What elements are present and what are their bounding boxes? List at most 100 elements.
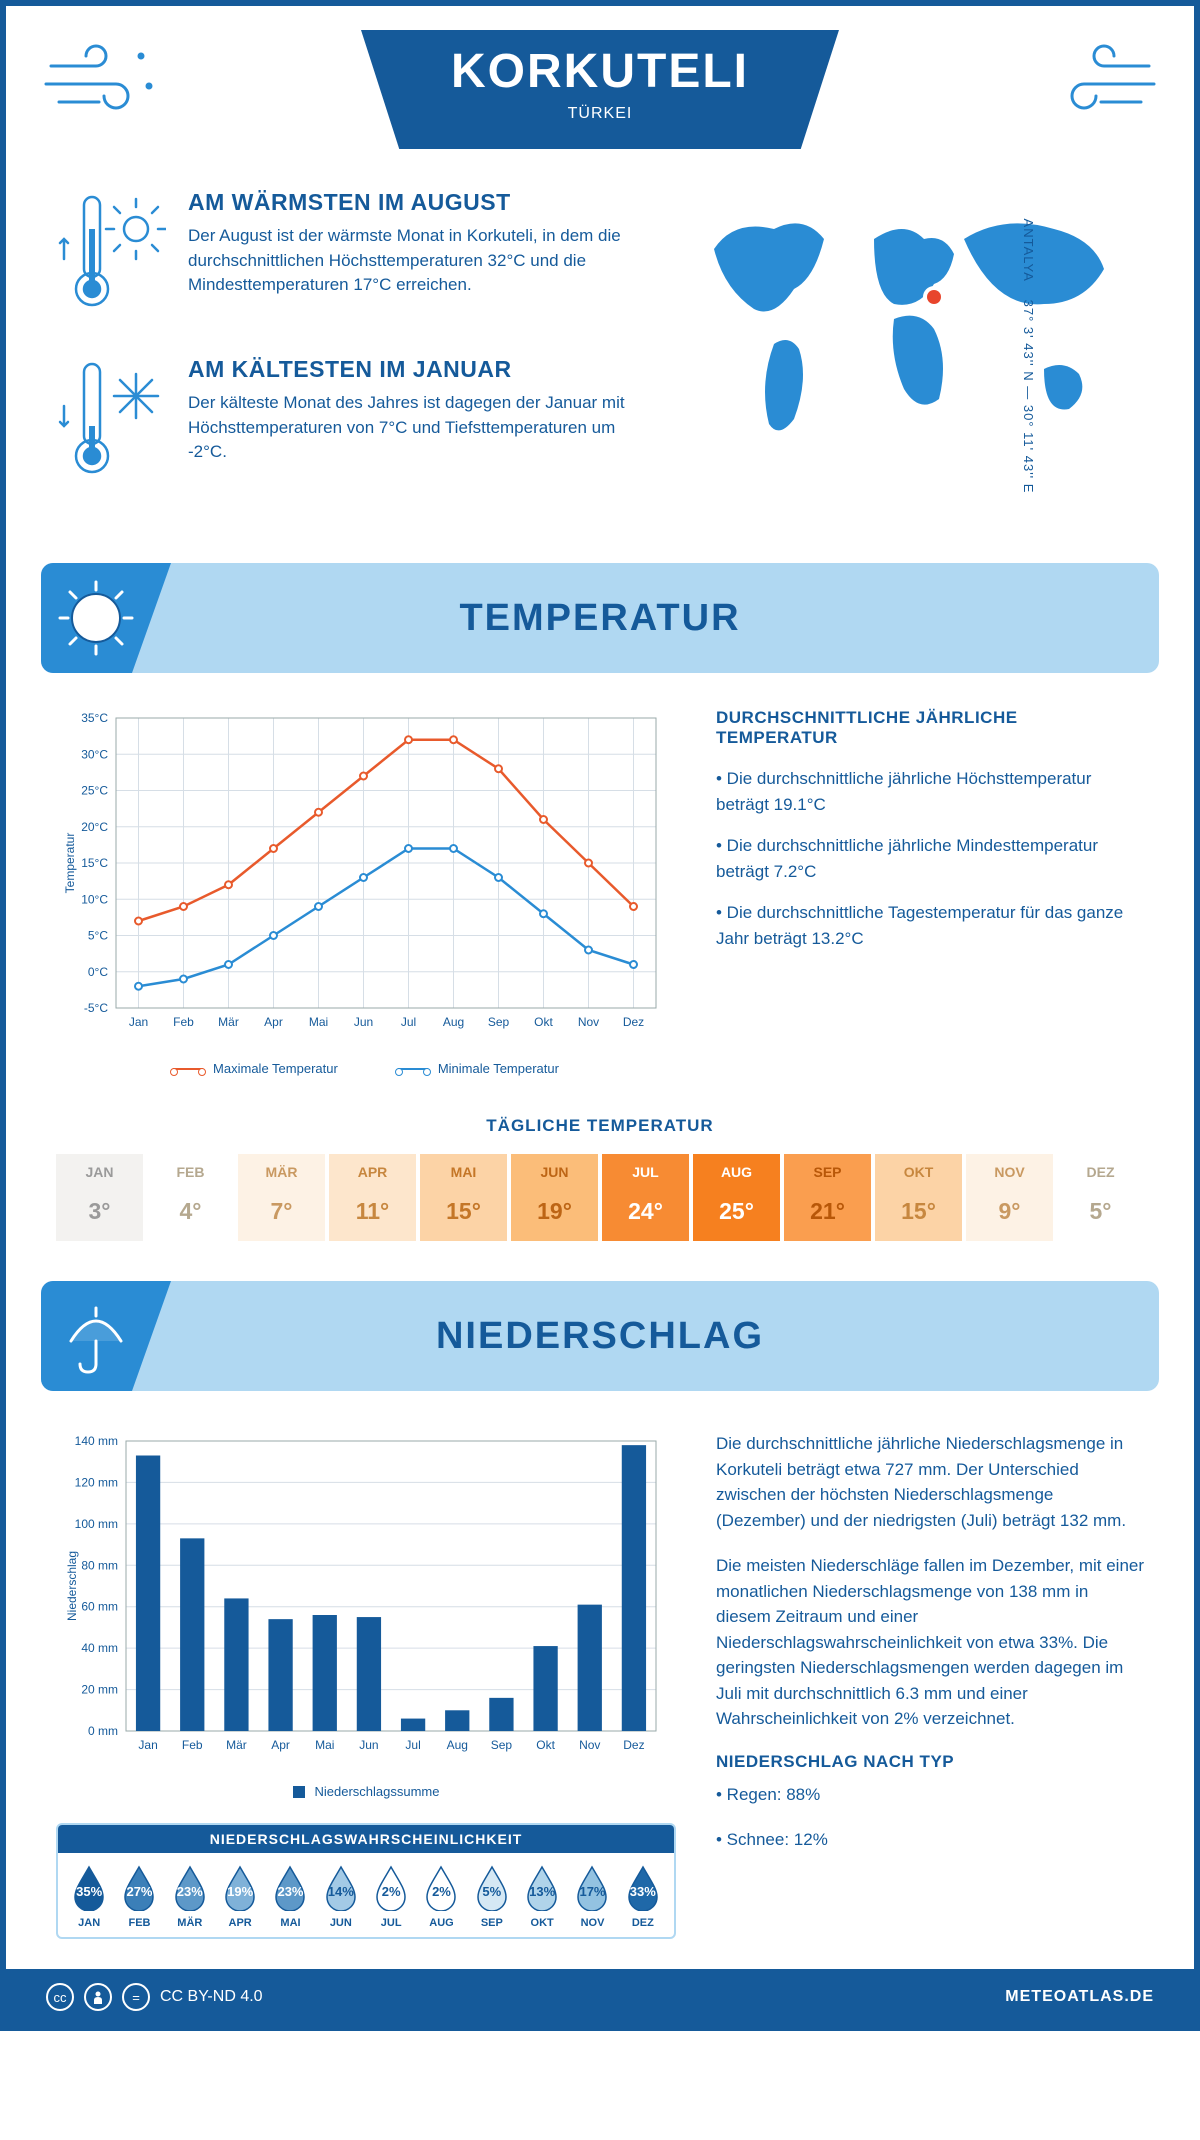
svg-text:Aug: Aug <box>447 1738 468 1752</box>
coordinates: ANTALYA 37° 3' 43'' N — 30° 11' 43'' E <box>1021 219 1036 494</box>
prob-cell: 27% FEB <box>114 1863 164 1929</box>
world-map: ANTALYA 37° 3' 43'' N — 30° 11' 43'' E <box>684 189 1144 523</box>
nd-icon: = <box>122 1983 150 2011</box>
svg-text:Jun: Jun <box>359 1738 378 1752</box>
title-banner: KORKUTELI TÜRKEI <box>361 30 839 149</box>
svg-text:60 mm: 60 mm <box>81 1600 118 1614</box>
prob-cell: 13% OKT <box>517 1863 567 1929</box>
daily-cell: MAI15° <box>420 1154 507 1241</box>
by-icon <box>84 1983 112 2011</box>
probability-box: NIEDERSCHLAGSWAHRSCHEINLICHKEIT 35% JAN … <box>56 1823 676 1939</box>
cc-icon: cc <box>46 1983 74 2011</box>
svg-text:Jul: Jul <box>405 1738 420 1752</box>
precip-type-title: NIEDERSCHLAG NACH TYP <box>716 1752 1144 1772</box>
svg-text:Jan: Jan <box>138 1738 157 1752</box>
probability-title: NIEDERSCHLAGSWAHRSCHEINLICHKEIT <box>58 1825 674 1853</box>
svg-text:Mai: Mai <box>309 1015 328 1029</box>
prob-cell: 23% MÄR <box>165 1863 215 1929</box>
svg-text:Feb: Feb <box>182 1738 203 1752</box>
precipitation-section-header: NIEDERSCHLAG <box>41 1281 1159 1391</box>
temperature-title: TEMPERATUR <box>459 597 740 640</box>
thermometer-cold-icon <box>56 356 166 491</box>
daily-temp-title: TÄGLICHE TEMPERATUR <box>6 1116 1194 1136</box>
prob-cell: 5% SEP <box>467 1863 517 1929</box>
warmest-text: Der August ist der wärmste Monat in Kork… <box>188 224 654 298</box>
svg-text:Apr: Apr <box>264 1015 283 1029</box>
temperature-row: -5°C0°C5°C10°C15°C20°C25°C30°C35°CJanFeb… <box>6 683 1194 1086</box>
svg-text:0 mm: 0 mm <box>88 1724 118 1738</box>
svg-text:Temperatur: Temperatur <box>63 833 77 894</box>
svg-text:Jan: Jan <box>129 1015 148 1029</box>
city-title: KORKUTELI <box>451 44 749 99</box>
daily-cell: JUN19° <box>511 1154 598 1241</box>
country-subtitle: TÜRKEI <box>451 105 749 123</box>
daily-cell: NOV9° <box>966 1154 1053 1241</box>
footer: cc = CC BY-ND 4.0 METEOATLAS.DE <box>6 1969 1194 2025</box>
svg-text:Mär: Mär <box>218 1015 239 1029</box>
svg-text:20 mm: 20 mm <box>81 1683 118 1697</box>
svg-text:Feb: Feb <box>173 1015 194 1029</box>
prob-cell: 23% MAI <box>265 1863 315 1929</box>
svg-text:Okt: Okt <box>534 1015 553 1029</box>
umbrella-icon <box>41 1281 171 1391</box>
precip-para-2: Die meisten Niederschläge fallen im Deze… <box>716 1553 1144 1732</box>
svg-text:30°C: 30°C <box>81 747 108 761</box>
warmest-title: AM WÄRMSTEN IM AUGUST <box>188 189 654 216</box>
svg-text:Okt: Okt <box>536 1738 555 1752</box>
svg-text:80 mm: 80 mm <box>81 1558 118 1572</box>
daily-temp-grid: JAN3° FEB4° MÄR7° APR11° MAI15° JUN19° J… <box>56 1154 1144 1241</box>
svg-text:0°C: 0°C <box>88 965 108 979</box>
svg-text:Sep: Sep <box>488 1015 510 1029</box>
intro-row: AM WÄRMSTEN IM AUGUST Der August ist der… <box>6 169 1194 553</box>
daily-cell: SEP21° <box>784 1154 871 1241</box>
daily-cell: JAN3° <box>56 1154 143 1241</box>
sun-icon <box>41 563 171 673</box>
coldest-title: AM KÄLTESTEN IM JANUAR <box>188 356 654 383</box>
svg-text:Apr: Apr <box>271 1738 290 1752</box>
temp-bullet-3: • Die durchschnittliche Tagestemperatur … <box>716 900 1144 951</box>
daily-cell: MÄR7° <box>238 1154 325 1241</box>
svg-text:20°C: 20°C <box>81 820 108 834</box>
svg-text:Jul: Jul <box>401 1015 416 1029</box>
daily-cell: FEB4° <box>147 1154 234 1241</box>
svg-text:15°C: 15°C <box>81 856 108 870</box>
temp-bullet-1: • Die durchschnittliche jährliche Höchst… <box>716 766 1144 817</box>
prob-cell: 2% AUG <box>416 1863 466 1929</box>
daily-cell: DEZ5° <box>1057 1154 1144 1241</box>
warmest-block: AM WÄRMSTEN IM AUGUST Der August ist der… <box>56 189 654 324</box>
svg-text:10°C: 10°C <box>81 892 108 906</box>
daily-cell: OKT15° <box>875 1154 962 1241</box>
temperature-chart: -5°C0°C5°C10°C15°C20°C25°C30°C35°CJanFeb… <box>56 708 676 1076</box>
temp-bullet-2: • Die durchschnittliche jährliche Mindes… <box>716 833 1144 884</box>
legend-max: Maximale Temperatur <box>173 1061 338 1076</box>
daily-cell: APR11° <box>329 1154 416 1241</box>
svg-text:Jun: Jun <box>354 1015 373 1029</box>
svg-text:140 mm: 140 mm <box>75 1434 118 1448</box>
precip-para-1: Die durchschnittliche jährliche Niedersc… <box>716 1431 1144 1533</box>
precipitation-chart: 0 mm20 mm40 mm60 mm80 mm100 mm120 mm140 … <box>56 1431 676 1761</box>
prob-cell: 33% DEZ <box>618 1863 668 1929</box>
temperature-section-header: TEMPERATUR <box>41 563 1159 673</box>
svg-text:Mai: Mai <box>315 1738 334 1752</box>
thermometer-hot-icon <box>56 189 166 324</box>
prob-cell: 35% JAN <box>64 1863 114 1929</box>
svg-text:Nov: Nov <box>579 1738 600 1752</box>
temperature-info: DURCHSCHNITTLICHE JÄHRLICHE TEMPERATUR •… <box>716 708 1144 1076</box>
precip-snow: • Schnee: 12% <box>716 1827 1144 1853</box>
prob-cell: 17% NOV <box>567 1863 617 1929</box>
svg-text:Sep: Sep <box>491 1738 513 1752</box>
coldest-text: Der kälteste Monat des Jahres ist dagege… <box>188 391 654 465</box>
svg-text:Mär: Mär <box>226 1738 247 1752</box>
legend-min: Minimale Temperatur <box>398 1061 559 1076</box>
legend-precip: Niederschlagssumme <box>293 1784 440 1799</box>
svg-text:25°C: 25°C <box>81 784 108 798</box>
precipitation-title: NIEDERSCHLAG <box>436 1315 764 1358</box>
svg-text:100 mm: 100 mm <box>75 1517 118 1531</box>
license-text: CC BY-ND 4.0 <box>160 1988 263 2006</box>
coldest-block: AM KÄLTESTEN IM JANUAR Der kälteste Mona… <box>56 356 654 491</box>
svg-text:120 mm: 120 mm <box>75 1475 118 1489</box>
wind-icon-left <box>41 36 161 131</box>
temp-info-title: DURCHSCHNITTLICHE JÄHRLICHE TEMPERATUR <box>716 708 1144 748</box>
daily-cell: JUL24° <box>602 1154 689 1241</box>
precip-rain: • Regen: 88% <box>716 1782 1144 1808</box>
